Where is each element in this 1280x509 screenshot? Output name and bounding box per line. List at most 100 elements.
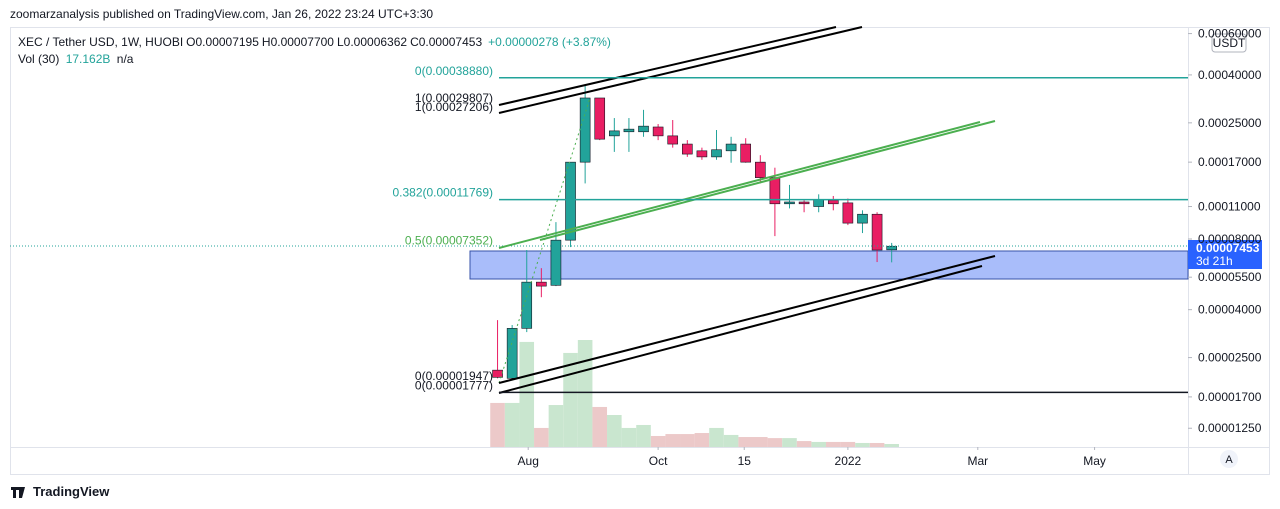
ohlc-value: L0.00006362 — [336, 35, 408, 49]
volume-bar — [504, 402, 520, 447]
y-tick-label: 0.00011000 — [1198, 200, 1261, 214]
y-tick-label: 0.00001700 — [1198, 390, 1262, 404]
candle-body — [798, 201, 810, 205]
candle-body — [638, 125, 649, 133]
trend-line — [498, 26, 837, 106]
candle-body — [871, 213, 883, 251]
volume-value: 17.162B — [65, 52, 111, 66]
volume-bar — [490, 402, 505, 447]
volume-bar — [884, 443, 899, 447]
drawings-under — [469, 250, 1189, 280]
currency[interactable]: USDT — [1213, 36, 1246, 50]
symbol-row: XEC / Tether USD, 1W, HUOBI O0.00007195 H0… — [18, 34, 614, 51]
ohlc-value: H0.00007700 — [261, 35, 334, 49]
ohlc: O0.00007195 H0.00007700 L0.00006362 C0.0000… — [186, 35, 485, 49]
volume-bar — [621, 427, 637, 447]
volume-bar — [563, 352, 578, 447]
x-tick-label: Oct — [649, 454, 668, 468]
support-zone — [469, 250, 1189, 280]
fib-label: 0(0.00038880) — [415, 64, 493, 78]
volume-bar — [592, 406, 608, 447]
y-tick-label: 0.00002500 — [1198, 351, 1262, 365]
candle-body — [667, 135, 679, 145]
fib-label: 1(0.00027206) — [415, 100, 493, 114]
candle-body — [609, 130, 620, 137]
volume-bar — [650, 435, 666, 447]
candle-body — [725, 143, 737, 152]
trend-line — [539, 120, 996, 241]
y-tick-label: 0.00004000 — [1198, 303, 1262, 317]
ohlc-value: C0.00007453 — [410, 35, 483, 49]
volume-bar — [753, 437, 768, 447]
candle-body — [842, 202, 854, 224]
candle-body — [886, 245, 897, 251]
candle-body — [652, 126, 664, 137]
volume-bar — [665, 434, 681, 447]
candle-body — [521, 281, 533, 329]
drawings — [10, 26, 1188, 394]
fib-label: 0(0.00001947) — [415, 369, 493, 383]
volume-bar — [782, 438, 797, 447]
x-tick-label: May — [1083, 454, 1106, 468]
candle-body — [492, 369, 503, 378]
candle-body — [740, 143, 752, 163]
fib-label: 0.5(0.00007352) — [405, 234, 493, 248]
trend-line — [498, 26, 863, 114]
candle-body — [754, 161, 766, 178]
trend-line — [498, 255, 996, 384]
volume-bar — [694, 433, 710, 447]
volume-bar — [519, 341, 535, 447]
candle-body — [623, 128, 635, 133]
volume-row: Vol (30) 17.162B n/a — [18, 51, 614, 68]
logo — [11, 487, 25, 498]
volume-bar — [548, 405, 564, 447]
countdown: 3d 21h — [1196, 254, 1233, 268]
frame — [10, 27, 1270, 475]
x-tick-label: Aug — [518, 454, 539, 468]
volume-bar — [840, 441, 856, 447]
x-tick-label: 2022 — [835, 454, 862, 468]
candle-body — [827, 199, 839, 205]
volume-bar — [811, 441, 826, 447]
y-tick-label: 0.00025000 — [1198, 116, 1262, 130]
y-tick-label: 0.00060000 — [1198, 27, 1262, 41]
last-price: 0.00007453 — [1196, 241, 1260, 255]
candle-body — [682, 143, 693, 155]
candle-body — [550, 239, 562, 286]
volume-na: n/a — [116, 52, 134, 66]
volume-bar — [796, 441, 812, 447]
candle-body — [696, 150, 708, 158]
volume-bar — [723, 434, 739, 447]
candle-body — [594, 97, 606, 140]
candle-body — [857, 213, 868, 224]
ohlc-value: O0.00007195 — [186, 35, 259, 49]
trend-line — [498, 121, 981, 249]
candle-body — [784, 201, 795, 205]
marks — [490, 85, 899, 447]
fib-label: 1(0.00029807) — [415, 91, 493, 105]
volume-bar — [855, 442, 870, 447]
y-tick-label: 0.00040000 — [1198, 68, 1262, 82]
footer: TradingView — [33, 484, 110, 499]
change: +0.00000278 (+3.87%) — [488, 35, 611, 49]
candle-body — [506, 328, 518, 379]
volume-bar — [534, 427, 549, 447]
auto-button[interactable] — [1220, 450, 1238, 468]
x-tick-label: Mar — [967, 454, 988, 468]
fib-label: 0(0.00001777) — [415, 378, 493, 392]
currency-box[interactable] — [1211, 33, 1247, 53]
volume-bar — [738, 437, 754, 447]
auto-label[interactable]: A — [1225, 454, 1233, 466]
volume-bar — [709, 427, 724, 447]
volume-bar — [825, 441, 841, 447]
y-tick-label: 0.00008000 — [1198, 232, 1262, 246]
publisher: zoomarzanalysis published on TradingView… — [10, 7, 434, 21]
y-tick-label: 0.00017000 — [1198, 155, 1262, 169]
volume-name: Vol (30) — [18, 52, 60, 66]
candle-body — [579, 97, 591, 163]
candle-body — [711, 149, 722, 158]
volume-bar — [869, 442, 885, 447]
volume-bar — [680, 434, 695, 447]
